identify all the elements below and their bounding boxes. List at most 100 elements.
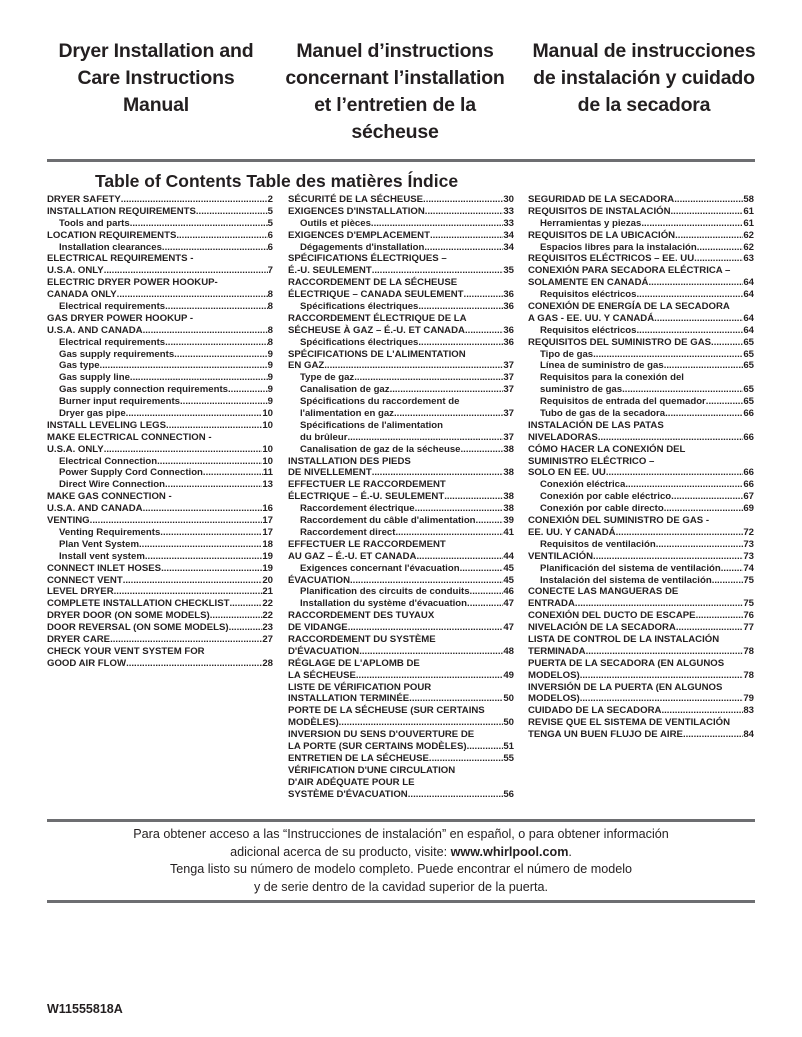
toc-entry[interactable]: CONEXIÓN DEL DUCTO DE ESCAPE 76 [528, 610, 754, 622]
toc-entry[interactable]: Direct Wire Connection 13 [47, 479, 273, 491]
toc-entry[interactable]: Gas type 9 [47, 360, 273, 372]
toc-entry[interactable]: Installation du système d'évacuation 47 [288, 598, 514, 610]
toc-entry[interactable]: Burner input requirements 9 [47, 396, 273, 408]
toc-entry[interactable]: SOLAMENTE EN CANADÁ 64 [528, 277, 754, 289]
website-link[interactable]: www.whirlpool.com [450, 844, 569, 859]
toc-entry[interactable]: EE. UU. Y CANADÁ 72 [528, 527, 754, 539]
toc-entry[interactable]: DE NIVELLEMENT 38 [288, 467, 514, 479]
toc-entry[interactable]: CONNECT INLET HOSES 19 [47, 563, 273, 575]
toc-entry[interactable]: INSTALL LEVELING LEGS 10 [47, 420, 273, 432]
toc-entry[interactable]: D'ÉVACUATION 48 [288, 646, 514, 658]
toc-entry[interactable]: Conexión por cable directo 69 [528, 503, 754, 515]
toc-entry[interactable]: MODELOS) 78 [528, 670, 754, 682]
toc-entry[interactable]: Planificación del sistema de ventilación… [528, 563, 754, 575]
toc-entry[interactable]: Canalisation de gaz 37 [288, 384, 514, 396]
toc-entry[interactable]: ENTRADA 75 [528, 598, 754, 610]
toc-entry[interactable]: suministro de gas 65 [528, 384, 754, 396]
toc-entry[interactable]: Raccordement électrique 38 [288, 503, 514, 515]
toc-entry[interactable]: ÉLECTRIQUE – CANADA SEULEMENT 36 [288, 289, 514, 301]
toc-entry[interactable]: Tools and parts 5 [47, 218, 273, 230]
toc-entry[interactable]: Power Supply Cord Connection 11 [47, 467, 273, 479]
toc-entry[interactable]: SYSTÈME D'ÉVACUATION 56 [288, 789, 514, 801]
toc-entry[interactable]: É.-U. SEULEMENT 35 [288, 265, 514, 277]
toc-entry[interactable]: DRYER SAFETY 2 [47, 194, 273, 206]
toc-entry[interactable]: Plan Vent System 18 [47, 539, 273, 551]
toc-entry[interactable]: l'alimentation en gaz 37 [288, 408, 514, 420]
toc-entry[interactable]: MODELOS) 79 [528, 693, 754, 705]
toc-entry[interactable]: SÉCURITÉ DE LA SÉCHEUSE 30 [288, 194, 514, 206]
toc-entry[interactable]: AU GAZ – É.-U. ET CANADA 44 [288, 551, 514, 563]
toc-entry[interactable]: Requisitos eléctricos 64 [528, 289, 754, 301]
toc-entry[interactable]: REQUISITOS ELÉCTRICOS – EE. UU. 63 [528, 253, 754, 265]
toc-entry[interactable]: SÉCHEUSE À GAZ – É.-U. ET CANADA 36 [288, 325, 514, 337]
toc-entry[interactable]: Tipo de gas 65 [528, 349, 754, 361]
toc-entry[interactable]: Tubo de gas de la secadora 66 [528, 408, 754, 420]
toc-entry[interactable]: Requisitos eléctricos 64 [528, 325, 754, 337]
toc-entry[interactable]: EXIGENCES D'EMPLACEMENT 34 [288, 230, 514, 242]
toc-entry[interactable]: Raccordement du câble d'alimentation 39 [288, 515, 514, 527]
toc-entry[interactable]: LEVEL DRYER 21 [47, 586, 273, 598]
toc-entry[interactable]: INSTALLATION REQUIREMENTS 5 [47, 206, 273, 218]
toc-entry[interactable]: Conexión eléctrica 66 [528, 479, 754, 491]
toc-entry[interactable]: U.S.A. ONLY 7 [47, 265, 273, 277]
toc-entry[interactable]: Planification des circuits de conduits 46 [288, 586, 514, 598]
toc-entry[interactable]: Installation clearances 6 [47, 242, 273, 254]
toc-entry[interactable]: U.S.A. AND CANADA 8 [47, 325, 273, 337]
toc-entry[interactable]: Install vent system 19 [47, 551, 273, 563]
toc-entry[interactable]: CONNECT VENT 20 [47, 575, 273, 587]
toc-entry[interactable]: Electrical requirements 8 [47, 301, 273, 313]
toc-entry[interactable]: Spécifications électriques 36 [288, 337, 514, 349]
toc-entry[interactable]: Conexión por cable eléctrico 67 [528, 491, 754, 503]
toc-entry[interactable]: LOCATION REQUIREMENTS 6 [47, 230, 273, 242]
toc-entry[interactable]: ENTRETIEN DE LA SÉCHEUSE 55 [288, 753, 514, 765]
toc-entry[interactable]: Espacios libres para la instalación 62 [528, 242, 754, 254]
toc-entry[interactable]: du brûleur 37 [288, 432, 514, 444]
toc-entry[interactable]: Canalisation de gaz de la sécheuse 38 [288, 444, 514, 456]
toc-entry[interactable]: TERMINADA 78 [528, 646, 754, 658]
toc-entry[interactable]: NIVELACIÓN DE LA SECADORA 77 [528, 622, 754, 634]
toc-entry[interactable]: LA PORTE (SUR CERTAINS MODÈLES) 51 [288, 741, 514, 753]
toc-entry[interactable]: Outils et pièces 33 [288, 218, 514, 230]
toc-entry[interactable]: Línea de suministro de gas 65 [528, 360, 754, 372]
toc-entry[interactable]: DRYER DOOR (ON SOME MODELS) 22 [47, 610, 273, 622]
toc-entry[interactable]: U.S.A. AND CANADA 16 [47, 503, 273, 515]
toc-entry[interactable]: MODÈLES) 50 [288, 717, 514, 729]
toc-entry[interactable]: DE VIDANGE 47 [288, 622, 514, 634]
toc-entry[interactable]: INSTALLATION TERMINÉE 50 [288, 693, 514, 705]
toc-entry[interactable]: Requisitos de entrada del quemador 65 [528, 396, 754, 408]
toc-entry[interactable]: COMPLETE INSTALLATION CHECKLIST 22 [47, 598, 273, 610]
toc-entry[interactable]: Dégagements d'installation 34 [288, 242, 514, 254]
toc-entry[interactable]: Raccordement direct 41 [288, 527, 514, 539]
toc-entry[interactable]: DRYER CARE 27 [47, 634, 273, 646]
toc-entry[interactable]: Venting Requirements 17 [47, 527, 273, 539]
toc-entry[interactable]: REQUISITOS DE LA UBICACIÓN 62 [528, 230, 754, 242]
toc-entry[interactable]: ÉVACUATION 45 [288, 575, 514, 587]
toc-entry[interactable]: Requisitos de ventilación 73 [528, 539, 754, 551]
toc-entry[interactable]: SEGURIDAD DE LA SECADORA 58 [528, 194, 754, 206]
toc-entry[interactable]: VENTILACIÓN 73 [528, 551, 754, 563]
toc-entry[interactable]: Type de gaz 37 [288, 372, 514, 384]
toc-entry[interactable]: DOOR REVERSAL (ON SOME MODELS) 23 [47, 622, 273, 634]
toc-entry[interactable]: EXIGENCES D'INSTALLATION 33 [288, 206, 514, 218]
toc-entry[interactable]: SOLO EN EE. UU. 66 [528, 467, 754, 479]
toc-entry[interactable]: Electrical requirements 8 [47, 337, 273, 349]
toc-entry[interactable]: A GAS - EE. UU. Y CANADÁ 64 [528, 313, 754, 325]
toc-entry[interactable]: CANADA ONLY 8 [47, 289, 273, 301]
toc-entry[interactable]: Electrical Connection 10 [47, 456, 273, 468]
toc-entry[interactable]: NIVELADORAS 66 [528, 432, 754, 444]
toc-entry[interactable]: Instalación del sistema de ventilación 75 [528, 575, 754, 587]
toc-entry[interactable]: TENGA UN BUEN FLUJO DE AIRE 84 [528, 729, 754, 741]
toc-entry[interactable]: Spécifications électriques 36 [288, 301, 514, 313]
toc-entry[interactable]: ÉLECTRIQUE – É.-U. SEULEMENT 38 [288, 491, 514, 503]
toc-entry[interactable]: REQUISITOS DE INSTALACIÓN 61 [528, 206, 754, 218]
toc-entry[interactable]: CUIDADO DE LA SECADORA 83 [528, 705, 754, 717]
toc-entry[interactable]: REQUISITOS DEL SUMINISTRO DE GAS 65 [528, 337, 754, 349]
toc-entry[interactable]: EN GAZ 37 [288, 360, 514, 372]
toc-entry[interactable]: U.S.A. ONLY 10 [47, 444, 273, 456]
toc-entry[interactable]: Gas supply line 9 [47, 372, 273, 384]
toc-entry[interactable]: GOOD AIR FLOW 28 [47, 658, 273, 670]
toc-entry[interactable]: Herramientas y piezas 61 [528, 218, 754, 230]
toc-entry[interactable]: Gas supply connection requirements 9 [47, 384, 273, 396]
toc-entry[interactable]: VENTING 17 [47, 515, 273, 527]
toc-entry[interactable]: Exigences concernant l'évacuation 45 [288, 563, 514, 575]
